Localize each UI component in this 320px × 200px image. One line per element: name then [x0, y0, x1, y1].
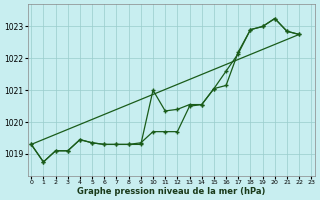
X-axis label: Graphe pression niveau de la mer (hPa): Graphe pression niveau de la mer (hPa) — [77, 187, 266, 196]
